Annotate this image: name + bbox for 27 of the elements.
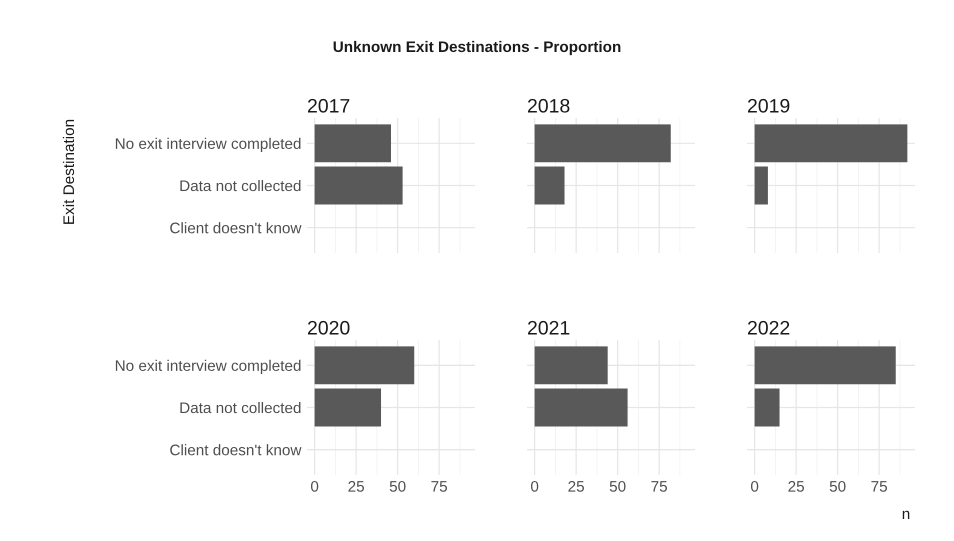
chart-title: 2022 [748,320,790,335]
x-axis-title: n [902,510,910,519]
x-tick-label: 0 [530,480,538,492]
x-tick-label: 50 [610,480,626,492]
x-tick-label: 0 [310,480,318,492]
x-tick-label: 25 [788,480,804,492]
x-tick-label: 0 [750,480,758,492]
chart-title: 2020 [308,320,350,335]
x-tick-label: 25 [568,480,584,492]
y-tick-label: Data not collected [180,402,300,414]
y-axis-title: Exit Destination [62,120,74,224]
text: Unknown Exit Destinations - Proportion [334,40,620,56]
x-tick-label: 75 [651,481,667,492]
chart-title: 2017 [308,98,350,113]
y-tick-label: Client doesn't know [170,222,302,234]
x-tick-label: 50 [390,480,406,492]
x-tick-label: 50 [830,480,846,492]
x-tick-label: 75 [871,481,887,492]
chart-title: 2019 [748,98,790,113]
y-tick-label: No exit interview completed [116,360,300,374]
chart-title: 2021 [528,320,570,335]
y-tick-label: Client doesn't know [170,444,302,456]
chart-title: 2018 [528,98,570,113]
x-tick-label: 25 [348,480,364,492]
y-tick-label: No exit interview completed [116,138,300,152]
x-tick-label: 75 [431,481,447,492]
y-tick-label: Data not collected [180,180,300,192]
